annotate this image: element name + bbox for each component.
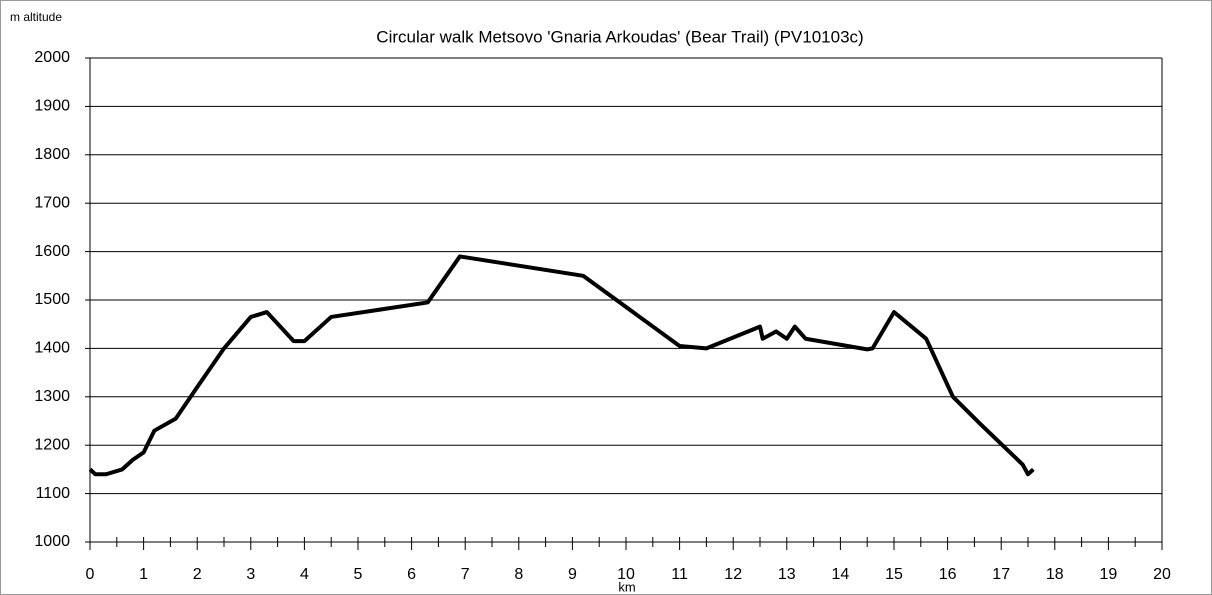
x-tick-label: 17	[992, 566, 1010, 583]
x-tick-label: 0	[86, 566, 95, 583]
x-tick-label: 18	[1046, 566, 1064, 583]
x-tick-label: 2	[193, 566, 202, 583]
x-tick-label: 11	[671, 566, 688, 583]
x-tick-label: 14	[832, 566, 850, 583]
x-tick-label: 5	[354, 566, 363, 583]
y-axis-label: m altitude	[10, 10, 62, 24]
x-tick-label: 20	[1153, 566, 1171, 583]
y-tick-label: 1600	[34, 243, 70, 260]
x-tick-label: 9	[568, 566, 577, 583]
x-tick-label: 3	[246, 566, 255, 583]
x-tick-label: 8	[514, 566, 523, 583]
x-tick-label: 4	[300, 566, 309, 583]
line-series	[88, 254, 1035, 477]
y-tick-label: 1000	[34, 533, 70, 550]
y-tick-label: 1900	[34, 98, 70, 115]
x-tick-label: 1	[139, 566, 148, 583]
y-tick-label: 1800	[34, 146, 70, 163]
x-tick-label: 12	[724, 566, 742, 583]
y-tick-label: 1700	[34, 194, 70, 211]
x-tick-label: 7	[461, 566, 470, 583]
y-tick-label: 1200	[34, 436, 70, 453]
y-tick-label: 1500	[34, 291, 70, 308]
x-tick-label: 19	[1100, 566, 1118, 583]
x-tick-label: 13	[778, 566, 796, 583]
y-tick-label: 1300	[34, 388, 70, 405]
x-axis-label: km	[618, 579, 635, 594]
y-tick-label: 1400	[34, 340, 70, 357]
x-tick-label: 15	[885, 566, 903, 583]
x-tick-label: 10	[617, 566, 635, 583]
x-tick-label: 6	[407, 566, 416, 583]
y-tick-label: 2000	[34, 49, 70, 66]
y-tick-label: 1100	[36, 485, 71, 502]
chart-title: Circular walk Metsovo 'Gnaria Arkoudas' …	[376, 27, 863, 46]
x-tick-label: 16	[939, 566, 957, 583]
